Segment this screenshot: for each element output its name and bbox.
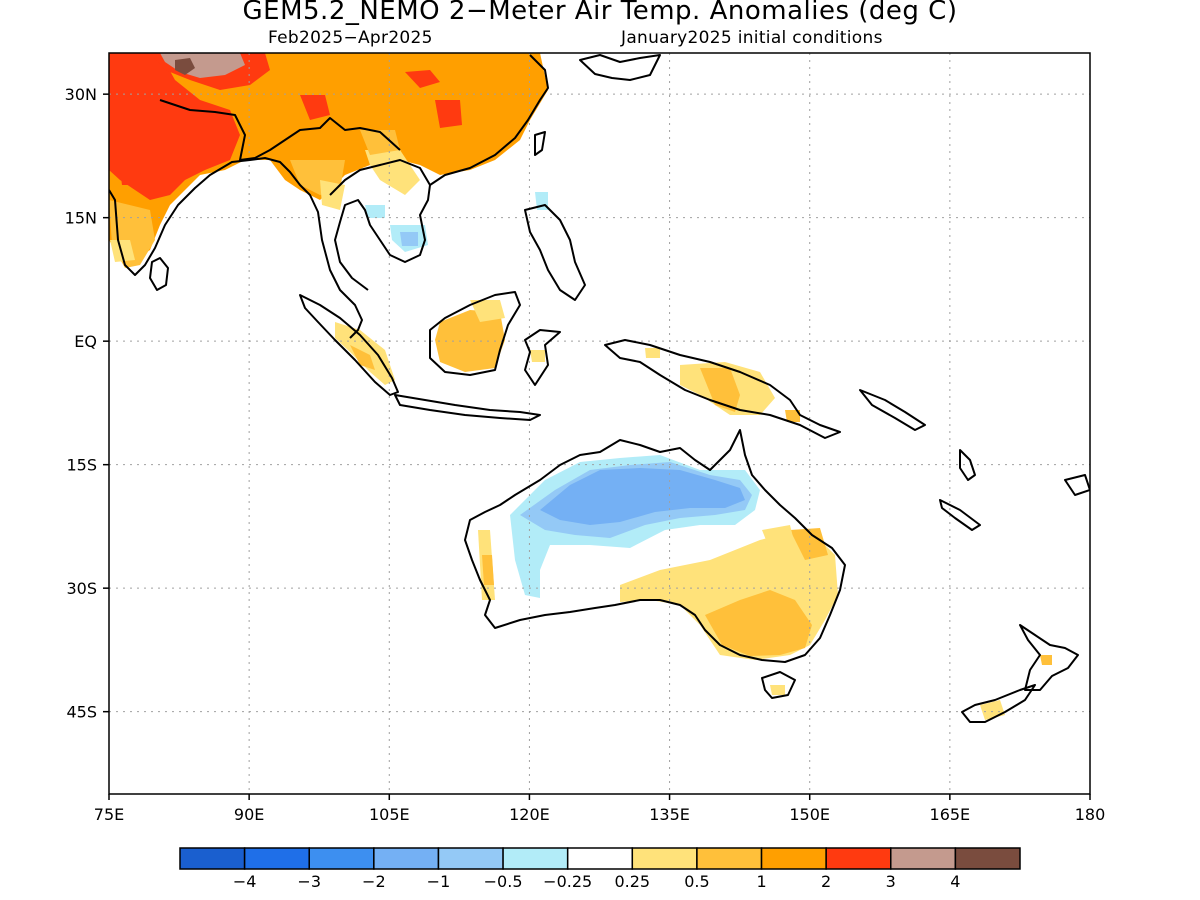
asia-anomaly-15: [365, 150, 420, 195]
asia-anomaly-12: [110, 240, 135, 262]
legend-label: −2: [362, 872, 386, 891]
legend-swatch: [825, 847, 892, 870]
legend-label: 0.25: [614, 872, 650, 891]
lat-label: EQ: [74, 332, 97, 351]
australia-warm-6: [482, 555, 494, 585]
lon-label: 180: [1075, 805, 1106, 824]
legend-swatch: [502, 847, 569, 870]
coast-sri-lanka: [149, 257, 169, 291]
map-gridlines: [108, 53, 1091, 794]
legend-swatch: [308, 847, 375, 870]
legend-swatch: [890, 847, 957, 870]
lat-label: 15S: [66, 456, 97, 475]
australia-warm-3: [790, 528, 828, 560]
coast-india-border: [159, 99, 401, 161]
legend-label: 0.5: [684, 872, 709, 891]
legend-swatch: [437, 847, 504, 870]
coast-china: [429, 54, 549, 186]
lat-label: 45S: [66, 703, 97, 722]
legend-swatch: [243, 847, 310, 870]
asia-anomaly-10: [120, 170, 142, 185]
legend-label: −0.5: [484, 872, 523, 891]
legend-label: −4: [233, 872, 257, 891]
coastlines: [109, 54, 1090, 723]
legend-label: 1: [756, 872, 766, 891]
initial-conditions: January2025 initial conditions: [621, 28, 883, 48]
lon-label: 90E: [234, 805, 264, 824]
coast-japan: [579, 54, 661, 81]
coast-melanesia: [859, 389, 926, 431]
legend-swatch: [954, 847, 1021, 870]
lat-label: 15N: [65, 209, 97, 228]
legend-swatch: [760, 847, 827, 870]
asia-anomaly-8: [435, 100, 462, 128]
asia-anomaly-19: [400, 232, 418, 246]
legend-label: −3: [297, 872, 321, 891]
lon-label: 165E: [930, 805, 971, 824]
coast-vanuatu: [959, 449, 976, 481]
legend-swatch: [566, 847, 634, 870]
new-zealand-anomaly-2: [1040, 655, 1052, 665]
legend-swatch: [373, 847, 440, 870]
lon-label: 135E: [649, 805, 690, 824]
coast-taiwan: [534, 131, 546, 156]
map-title: GEM5.2_NEMO 2−Meter Air Temp. Anomalies …: [242, 0, 958, 26]
lon-label: 150E: [789, 805, 830, 824]
anomaly-shading: [109, 53, 1052, 720]
legend-label: −0.25: [543, 872, 592, 891]
lat-label: 30N: [65, 85, 97, 104]
coast-indochina: [329, 159, 431, 291]
coast-new-zealand-south: [961, 684, 1036, 723]
sumatra-anomaly-2: [350, 345, 375, 370]
australia-cool-3: [540, 468, 745, 525]
legend-swatch: [179, 847, 246, 870]
australia-warm-4: [762, 525, 795, 550]
new-guinea-anomaly-3: [645, 348, 660, 358]
lon-label: 105E: [369, 805, 410, 824]
coast-australia: [464, 429, 846, 663]
lon-label: 75E: [94, 805, 124, 824]
legend-swatch: [631, 847, 698, 870]
longitude-labels: 75E 90E 105E 120E 135E 150E 165E 180: [94, 794, 1106, 824]
legend-label: −1: [427, 872, 451, 891]
lon-label: 120E: [509, 805, 550, 824]
coast-new-guinea: [604, 339, 841, 439]
australia-warm-2: [705, 590, 812, 656]
new-guinea-anomaly-4: [785, 410, 800, 422]
coast-java: [394, 394, 541, 421]
coast-new-caledonia: [939, 499, 981, 531]
legend-label: 3: [886, 872, 896, 891]
borneo-anomaly-2: [470, 300, 505, 322]
coast-philippines: [524, 204, 586, 301]
sulawesi-anomaly: [530, 350, 545, 362]
borneo-anomaly: [435, 310, 505, 372]
legend-swatch: [696, 847, 763, 870]
asia-anomaly-2: [109, 53, 240, 200]
asia-anomaly-6: [300, 95, 330, 120]
color-legend: −4 −3 −2 −1 −0.5 −0.25 0.25 0.5 1 2 3 4: [179, 847, 1021, 891]
legend-label: 2: [821, 872, 831, 891]
forecast-period: Feb2025−Apr2025: [268, 28, 433, 48]
coast-borneo: [429, 291, 521, 376]
lat-label: 30S: [66, 579, 97, 598]
coast-tasmania: [761, 671, 796, 699]
latitude-labels: 30N 15N EQ 15S 30S 45S: [65, 85, 109, 722]
coast-new-zealand-north: [1019, 624, 1079, 691]
coast-sulawesi: [524, 329, 561, 386]
asia-anomaly-16: [360, 130, 400, 155]
asia-anomaly-5: [175, 58, 195, 75]
coast-asia: [109, 157, 363, 339]
legend-label: 4: [950, 872, 960, 891]
asia-anomaly-7: [405, 70, 440, 88]
tasmania-anomaly: [770, 685, 785, 695]
map-frame: [108, 52, 1091, 795]
asia-anomaly-9: [110, 115, 132, 135]
asia-anomaly-17: [365, 205, 385, 218]
coast-fiji: [1064, 474, 1090, 496]
coast-sumatra: [299, 294, 399, 396]
new-guinea-anomaly-2: [700, 368, 740, 412]
